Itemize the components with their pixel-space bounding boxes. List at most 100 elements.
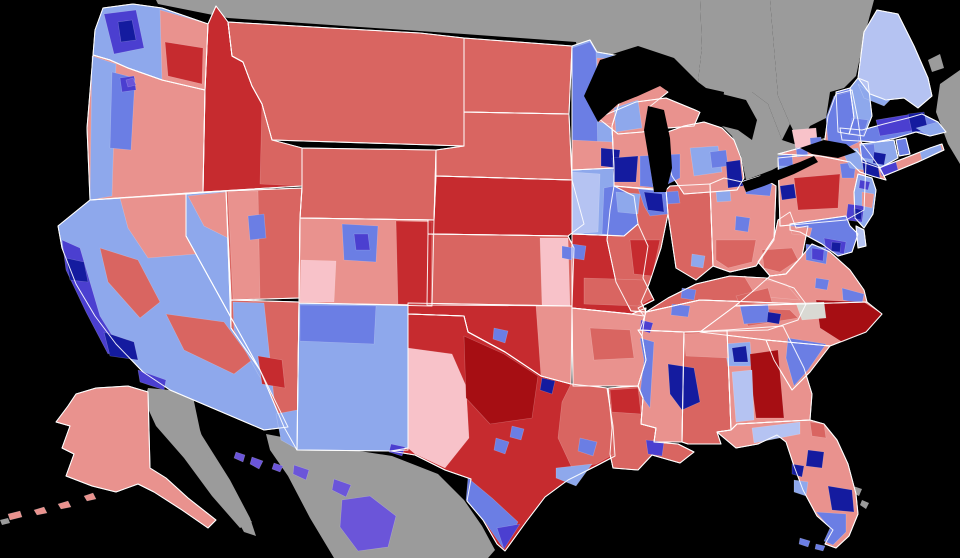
- lake-ontario: [800, 140, 856, 158]
- tx-rio-grande-valley: [496, 523, 521, 550]
- state-indiana-border: [665, 183, 714, 281]
- or-willamette: [109, 71, 136, 151]
- ca-central-valley: [99, 247, 161, 319]
- al-north: [683, 331, 730, 359]
- oh-columbus: [734, 215, 751, 233]
- state-virginia-border: [734, 243, 868, 307]
- co-denver-core: [353, 233, 371, 251]
- hi-kauai: [233, 451, 246, 463]
- aleutian-1: [7, 510, 23, 521]
- oh-toledo: [715, 190, 732, 203]
- canada-mid: [698, 0, 790, 140]
- ut-west: [227, 190, 261, 300]
- great-lakes: [584, 48, 856, 192]
- az-phoenix: [257, 355, 286, 389]
- state-maryland-border: [789, 215, 859, 257]
- wv-south: [761, 247, 799, 273]
- hi-oahu: [249, 456, 264, 470]
- aleutian-2: [33, 506, 48, 516]
- state-maine-border: [857, 9, 933, 109]
- state-kansas-border: [426, 233, 575, 307]
- co-east: [395, 220, 433, 306]
- nc-charlotte: [766, 311, 782, 325]
- state-colorado-border: [298, 217, 435, 307]
- state-rhode-island-border: [895, 137, 911, 157]
- canada-maritime: [936, 70, 960, 164]
- tn-nashville: [670, 303, 691, 318]
- lake-huron: [700, 94, 757, 140]
- state-texas-border: [390, 313, 616, 552]
- ca-inland-south: [165, 313, 253, 375]
- la-new-orleans: [645, 439, 665, 457]
- mi-flint: [709, 149, 729, 169]
- aleutian-4: [83, 492, 97, 502]
- hi-maui: [331, 478, 352, 498]
- canada-speck: [928, 54, 944, 72]
- aleutian-3: [57, 500, 72, 510]
- in-indianapolis: [690, 253, 706, 269]
- md-dc-suburbs: [830, 241, 842, 253]
- state-north-dakota: [463, 37, 573, 115]
- ok-east: [535, 305, 573, 385]
- state-delaware-border: [855, 225, 867, 249]
- state-new-mexico-border: [296, 302, 409, 452]
- ga-east-strong: [749, 349, 785, 419]
- state-michigan-border: [661, 121, 745, 195]
- tx-east: [557, 383, 615, 469]
- state-pennsylvania-border: [777, 149, 867, 227]
- fl-orlando: [805, 449, 825, 469]
- tx-central-strong: [463, 335, 539, 425]
- tx-houston: [577, 437, 598, 457]
- hi-maui-west: [292, 464, 310, 481]
- alaska-canada-backdrop: [144, 388, 252, 528]
- state-arizona-border: [230, 299, 300, 451]
- tx-austin: [509, 425, 525, 441]
- mo-south: [583, 277, 653, 307]
- state-tennessee-border: [639, 299, 807, 333]
- la-north: [609, 387, 642, 415]
- oh-south: [715, 239, 757, 269]
- lake-michigan: [644, 106, 672, 192]
- nc-unopposed-gray: [795, 301, 827, 321]
- ok-blue-spot: [492, 327, 509, 344]
- ms-delta: [639, 337, 655, 409]
- ct-core: [872, 151, 887, 166]
- hi-molokai: [271, 462, 284, 473]
- bahamas-2: [860, 500, 869, 509]
- tx-san-antonio: [493, 437, 510, 455]
- nm-north: [299, 304, 377, 345]
- co-southwest: [299, 259, 337, 303]
- in-northwest: [665, 190, 681, 205]
- ca-bay-area: [65, 257, 89, 283]
- lake-superior: [584, 48, 704, 122]
- wa-seattle: [117, 19, 137, 43]
- state-new-jersey-border: [853, 173, 877, 229]
- fl-jacksonville: [809, 421, 827, 439]
- state-ohio-border: [709, 175, 777, 273]
- state-long-island-border: [878, 143, 945, 177]
- state-michigan-up-border: [597, 97, 701, 135]
- hi-big-island: [339, 495, 397, 552]
- fl-sarasota: [793, 479, 809, 497]
- ut-salt-lake: [247, 213, 267, 241]
- fl-north: [751, 421, 801, 444]
- ky-louisville: [680, 287, 697, 301]
- tx-coastal: [555, 463, 593, 487]
- state-connecticut-border: [859, 139, 899, 169]
- aleutian-gray-speck: [0, 518, 10, 525]
- wi-milwaukee: [611, 155, 639, 183]
- ar-center: [589, 327, 635, 361]
- wa-east-strong: [164, 41, 204, 85]
- state-new-hampshire-border: [848, 77, 873, 137]
- state-alaska-border: [55, 385, 217, 529]
- fl-keys-1: [798, 537, 811, 548]
- fl-southeast: [827, 485, 855, 513]
- canada-west: [156, 0, 702, 94]
- state-montana-border: [227, 21, 465, 147]
- ga-atlanta: [731, 345, 749, 363]
- canada-ontario-peninsula: [720, 92, 858, 180]
- il-central: [629, 239, 661, 277]
- nc-triangle: [739, 303, 771, 325]
